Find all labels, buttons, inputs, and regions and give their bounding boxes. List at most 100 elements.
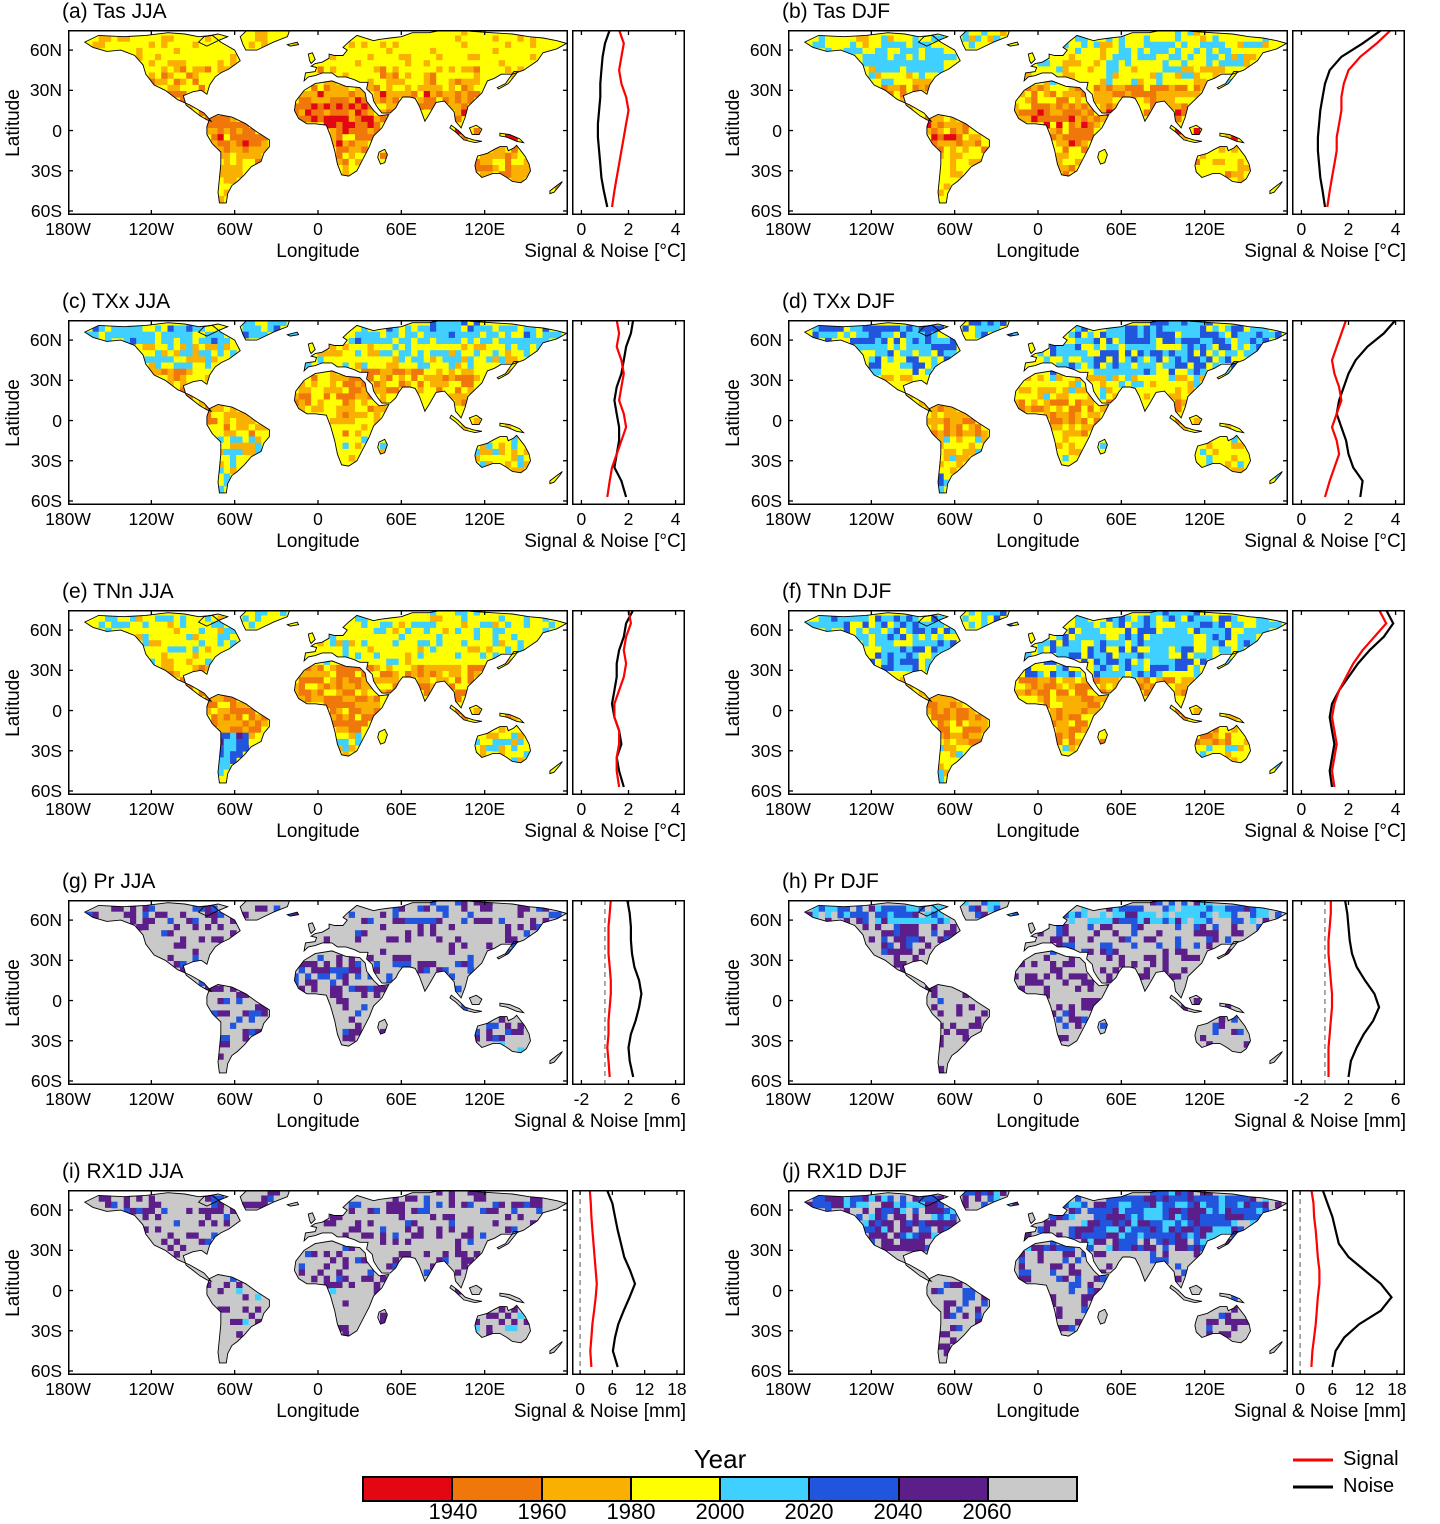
y-tick-label: 60N	[749, 40, 782, 61]
x-axis-label: Longitude	[276, 821, 360, 842]
panel-j: (j) RX1D DJF Latitude 60N 30N 0 30S 60S 180W 120…	[720, 1160, 1440, 1450]
colorbar-tick-label: 2040	[873, 1499, 923, 1524]
profile-x-tick-label: 0	[576, 219, 587, 239]
colorbar-segment	[721, 1478, 811, 1500]
emergence-map-g	[68, 900, 568, 1085]
profile-axis-label: Signal & Noise [mm]	[513, 1401, 686, 1422]
emergence-map-h	[788, 900, 1288, 1085]
map-x-tick-label: 60E	[1105, 1379, 1137, 1399]
colorbar-tick-label: 1940	[428, 1499, 478, 1524]
map-x-tick-label: 120E	[1184, 509, 1226, 529]
y-tick-label: 0	[772, 700, 782, 721]
colorbar-tick-label: 2060	[962, 1499, 1012, 1524]
y-tick-label: 30S	[30, 450, 62, 471]
signal-line	[1310, 1190, 1321, 1368]
colorbar-tick-label: 1960	[517, 1499, 567, 1524]
y-tick-label: 30N	[29, 950, 62, 971]
map-x-tick-label: 0	[313, 219, 323, 239]
panel-title: (d) TXx DJF	[782, 290, 895, 313]
signal-noise-profile-a	[572, 30, 685, 215]
colorbar-tick-label: 2000	[695, 1499, 745, 1524]
profile-x-tick-label: 2	[1343, 509, 1354, 529]
y-tick-label: 30S	[30, 1320, 62, 1341]
noise-line	[626, 900, 643, 1078]
y-tick-label: 60S	[750, 200, 782, 221]
y-tick-label: 60N	[29, 620, 62, 641]
signal-noise-profile-c	[572, 320, 685, 505]
y-tick-label: 0	[52, 120, 62, 141]
x-axis-label: Longitude	[276, 1401, 360, 1422]
map-x-tick-label: 120E	[1184, 219, 1226, 239]
y-tick-label: 30S	[30, 160, 62, 181]
x-axis-label: Longitude	[996, 531, 1080, 552]
profile-x-tick-label: -2	[1293, 1089, 1310, 1109]
map-x-tick-label: 120E	[464, 1089, 506, 1109]
signal-line	[606, 900, 612, 1078]
colorbar	[362, 1476, 1078, 1502]
y-tick-label: 30N	[749, 950, 782, 971]
signal-line	[613, 610, 633, 788]
panel-f: (f) TNn DJF Latitude 60N 30N 0 30S 60S 180W 120W…	[720, 580, 1440, 870]
profile-x-tick-label: 0	[1295, 1379, 1305, 1399]
signal-line-icon	[1293, 1458, 1333, 1461]
y-tick-label: 30S	[750, 1030, 782, 1051]
profile-x-tick-label: 4	[1390, 799, 1401, 819]
profile-x-tick-label: 12	[1354, 1379, 1375, 1399]
y-tick-label: 60S	[30, 780, 62, 801]
panel-title: (j) RX1D DJF	[782, 1160, 907, 1183]
profile-x-tick-label: 0	[1296, 799, 1307, 819]
y-tick-label: 0	[52, 990, 62, 1011]
y-tick-label: 30S	[750, 1320, 782, 1341]
emergence-map-c	[68, 320, 568, 505]
signal-line	[588, 1190, 598, 1368]
profile-x-tick-label: 4	[670, 509, 681, 529]
noise-line	[1316, 30, 1383, 208]
y-tick-label: 60N	[29, 330, 62, 351]
y-tick-label: 60S	[30, 1360, 62, 1381]
map-x-tick-label: 180W	[765, 219, 811, 239]
profile-x-tick-label: -2	[573, 1089, 590, 1109]
y-tick-label: 60N	[749, 330, 782, 351]
profile-x-tick-label: 4	[1390, 509, 1401, 529]
y-tick-label: 0	[772, 120, 782, 141]
map-x-tick-label: 0	[313, 1089, 323, 1109]
map-x-tick-label: 180W	[765, 1089, 811, 1109]
map-x-tick-label: 0	[313, 1379, 323, 1399]
map-x-tick-label: 120W	[848, 1089, 895, 1109]
profile-x-tick-label: 6	[1390, 1089, 1401, 1109]
profile-axis-label: Signal & Noise [°C]	[1244, 531, 1406, 552]
profile-axis-label: Signal & Noise [°C]	[524, 821, 686, 842]
y-tick-label: 30N	[749, 370, 782, 391]
map-x-tick-label: 60W	[936, 219, 973, 239]
profile-x-tick-label: 4	[1390, 219, 1401, 239]
map-x-tick-label: 60E	[1105, 799, 1137, 819]
map-x-tick-label: 120W	[848, 799, 895, 819]
emergence-map-f	[788, 610, 1288, 795]
panel-title: (c) TXx JJA	[62, 290, 171, 313]
map-x-tick-label: 60W	[936, 1089, 973, 1109]
profile-x-tick-label: 0	[1296, 509, 1307, 529]
y-tick-label: 60S	[750, 1360, 782, 1381]
signal-line	[1326, 30, 1392, 208]
legend-item-noise: Noise	[1292, 1473, 1440, 1500]
profile-x-tick-label: 4	[670, 219, 681, 239]
map-x-tick-label: 180W	[765, 509, 811, 529]
y-tick-label: 60N	[749, 1200, 782, 1221]
panel-d: (d) TXx DJF Latitude 60N 30N 0 30S 60S 180W 120W…	[720, 290, 1440, 580]
signal-noise-profile-h	[1292, 900, 1405, 1085]
x-axis-label: Longitude	[276, 241, 360, 262]
panel-b: (b) Tas DJF Latitude 60N 30N 0 30S 60S 180W 120W…	[720, 0, 1440, 290]
map-x-tick-label: 60E	[1105, 219, 1137, 239]
panel-title: (b) Tas DJF	[782, 0, 891, 23]
profile-x-tick-label: 12	[634, 1379, 655, 1399]
map-x-tick-label: 120W	[128, 1379, 175, 1399]
y-tick-label: 60N	[29, 910, 62, 931]
map-x-tick-label: 120W	[128, 799, 175, 819]
signal-noise-profile-d	[1292, 320, 1405, 505]
legend-signal-label: Signal	[1343, 1448, 1399, 1470]
y-tick-label: 0	[52, 1280, 62, 1301]
signal-noise-profile-e	[572, 610, 685, 795]
profile-x-tick-label: 0	[575, 1379, 585, 1399]
x-axis-label: Longitude	[276, 531, 360, 552]
y-tick-label: 30N	[29, 1240, 62, 1261]
